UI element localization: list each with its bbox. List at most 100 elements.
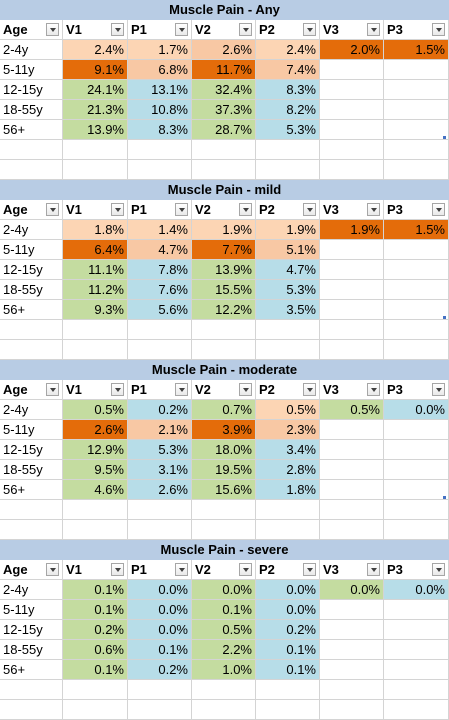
value-cell[interactable]: 9.1% <box>63 60 128 80</box>
value-cell[interactable]: 0.0% <box>384 400 449 420</box>
value-cell[interactable] <box>320 60 384 80</box>
empty-cell[interactable] <box>128 700 192 720</box>
value-cell[interactable]: 6.4% <box>63 240 128 260</box>
filter-dropdown-icon[interactable] <box>432 203 445 216</box>
empty-cell[interactable] <box>320 500 384 520</box>
value-cell[interactable]: 8.3% <box>128 120 192 140</box>
age-group-cell[interactable]: 18-55y <box>0 460 63 480</box>
value-cell[interactable]: 4.7% <box>256 260 320 280</box>
filter-dropdown-icon[interactable] <box>111 203 124 216</box>
empty-cell[interactable] <box>63 520 128 540</box>
value-cell[interactable] <box>384 60 449 80</box>
value-cell[interactable] <box>384 300 449 320</box>
value-cell[interactable]: 4.6% <box>63 480 128 500</box>
filter-dropdown-icon[interactable] <box>46 383 59 396</box>
value-cell[interactable] <box>320 300 384 320</box>
filter-dropdown-icon[interactable] <box>111 563 124 576</box>
value-cell[interactable]: 2.6% <box>63 420 128 440</box>
value-cell[interactable]: 0.0% <box>320 580 384 600</box>
value-cell[interactable] <box>320 660 384 680</box>
value-cell[interactable]: 5.3% <box>256 120 320 140</box>
filter-dropdown-icon[interactable] <box>46 23 59 36</box>
value-cell[interactable]: 37.3% <box>192 100 256 120</box>
value-cell[interactable]: 3.1% <box>128 460 192 480</box>
empty-cell[interactable] <box>320 140 384 160</box>
empty-cell[interactable] <box>384 680 449 700</box>
value-cell[interactable]: 1.9% <box>192 220 256 240</box>
column-header-age[interactable]: Age <box>0 560 63 580</box>
column-header-p3[interactable]: P3 <box>384 560 449 580</box>
empty-cell[interactable] <box>63 140 128 160</box>
column-header-p2[interactable]: P2 <box>256 380 320 400</box>
value-cell[interactable]: 0.0% <box>384 580 449 600</box>
empty-cell[interactable] <box>256 520 320 540</box>
value-cell[interactable]: 5.3% <box>128 440 192 460</box>
value-cell[interactable]: 0.5% <box>256 400 320 420</box>
value-cell[interactable]: 32.4% <box>192 80 256 100</box>
value-cell[interactable] <box>384 440 449 460</box>
value-cell[interactable]: 2.4% <box>63 40 128 60</box>
value-cell[interactable]: 13.9% <box>63 120 128 140</box>
column-header-p3[interactable]: P3 <box>384 20 449 40</box>
value-cell[interactable]: 8.2% <box>256 100 320 120</box>
value-cell[interactable]: 0.2% <box>256 620 320 640</box>
empty-cell[interactable] <box>384 140 449 160</box>
value-cell[interactable] <box>320 480 384 500</box>
column-header-p3[interactable]: P3 <box>384 200 449 220</box>
filter-dropdown-icon[interactable] <box>239 563 252 576</box>
value-cell[interactable]: 5.1% <box>256 240 320 260</box>
filter-dropdown-icon[interactable] <box>175 383 188 396</box>
value-cell[interactable]: 0.5% <box>320 400 384 420</box>
value-cell[interactable]: 5.3% <box>256 280 320 300</box>
value-cell[interactable]: 7.4% <box>256 60 320 80</box>
empty-cell[interactable] <box>256 140 320 160</box>
empty-cell[interactable] <box>128 140 192 160</box>
value-cell[interactable]: 1.5% <box>384 40 449 60</box>
value-cell[interactable]: 0.6% <box>63 640 128 660</box>
value-cell[interactable]: 11.2% <box>63 280 128 300</box>
value-cell[interactable]: 9.3% <box>63 300 128 320</box>
age-group-cell[interactable]: 2-4y <box>0 220 63 240</box>
empty-cell[interactable] <box>256 160 320 180</box>
age-group-cell[interactable]: 12-15y <box>0 260 63 280</box>
value-cell[interactable]: 13.9% <box>192 260 256 280</box>
empty-cell[interactable] <box>384 700 449 720</box>
value-cell[interactable]: 0.1% <box>128 640 192 660</box>
value-cell[interactable] <box>320 620 384 640</box>
column-header-p2[interactable]: P2 <box>256 20 320 40</box>
value-cell[interactable] <box>384 240 449 260</box>
empty-cell[interactable] <box>63 160 128 180</box>
age-group-cell[interactable]: 5-11y <box>0 600 63 620</box>
empty-cell[interactable] <box>384 320 449 340</box>
filter-dropdown-icon[interactable] <box>303 203 316 216</box>
empty-cell[interactable] <box>384 340 449 360</box>
filter-dropdown-icon[interactable] <box>46 203 59 216</box>
age-group-cell[interactable]: 56+ <box>0 300 63 320</box>
column-header-p1[interactable]: P1 <box>128 380 192 400</box>
empty-cell[interactable] <box>0 520 63 540</box>
column-header-p2[interactable]: P2 <box>256 560 320 580</box>
filter-dropdown-icon[interactable] <box>175 23 188 36</box>
empty-cell[interactable] <box>0 140 63 160</box>
filter-dropdown-icon[interactable] <box>239 383 252 396</box>
age-group-cell[interactable]: 2-4y <box>0 400 63 420</box>
value-cell[interactable]: 0.7% <box>192 400 256 420</box>
filter-dropdown-icon[interactable] <box>432 563 445 576</box>
column-header-p2[interactable]: P2 <box>256 200 320 220</box>
value-cell[interactable]: 1.5% <box>384 220 449 240</box>
value-cell[interactable]: 24.1% <box>63 80 128 100</box>
value-cell[interactable]: 0.1% <box>63 600 128 620</box>
empty-cell[interactable] <box>256 500 320 520</box>
column-header-v3[interactable]: V3 <box>320 20 384 40</box>
value-cell[interactable] <box>320 120 384 140</box>
value-cell[interactable]: 13.1% <box>128 80 192 100</box>
column-header-p1[interactable]: P1 <box>128 20 192 40</box>
empty-cell[interactable] <box>0 340 63 360</box>
age-group-cell[interactable]: 5-11y <box>0 420 63 440</box>
empty-cell[interactable] <box>320 700 384 720</box>
empty-cell[interactable] <box>192 500 256 520</box>
value-cell[interactable]: 0.2% <box>63 620 128 640</box>
value-cell[interactable]: 1.9% <box>256 220 320 240</box>
value-cell[interactable] <box>320 640 384 660</box>
value-cell[interactable]: 0.2% <box>128 660 192 680</box>
